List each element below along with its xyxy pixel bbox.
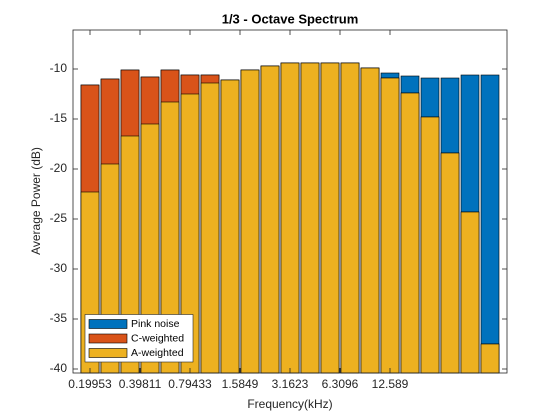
x-tick-label: 0.19953 <box>68 377 112 391</box>
bar <box>240 69 260 374</box>
bar <box>460 211 480 374</box>
x-tick-label: 12.589 <box>372 377 409 391</box>
legend-label: A-weighted <box>131 347 184 359</box>
plot-area: -40 -35 -30 -25 -20 -15 -10 0.19953 0.39811 0.794… <box>50 29 508 391</box>
y-tick-label: -30 <box>50 261 68 275</box>
y-tick-label: -10 <box>50 61 68 75</box>
bar <box>300 62 320 374</box>
bar <box>400 92 420 374</box>
legend-label: Pink noise <box>131 318 180 330</box>
bar <box>420 116 440 374</box>
y-tick-label: -35 <box>50 311 68 325</box>
bar <box>220 79 240 374</box>
x-tick-label: 1.5849 <box>222 377 259 391</box>
legend-swatch <box>88 319 128 329</box>
bar <box>280 62 300 374</box>
legend: Pink noise C-weighted A-weighted <box>84 314 194 363</box>
legend-swatch <box>88 348 128 358</box>
bar <box>340 62 360 374</box>
bar <box>200 82 220 374</box>
bar <box>380 77 400 374</box>
x-tick-label: 0.39811 <box>119 377 162 391</box>
legend-swatch <box>88 333 128 344</box>
x-tick-label: 0.79433 <box>168 377 212 391</box>
y-tick-label: -20 <box>50 161 68 175</box>
x-axis-label: Frequency(kHz) <box>247 397 332 411</box>
bar <box>320 62 340 374</box>
y-axis-label: Average Power (dB) <box>29 147 43 255</box>
y-tick-label: -25 <box>50 211 68 225</box>
bar <box>480 343 500 374</box>
y-tick-label: -40 <box>50 361 68 375</box>
x-tick-label: 6.3096 <box>322 377 359 391</box>
x-tick-label: 3.1623 <box>272 377 309 391</box>
chart-title: 1/3 - Octave Spectrum <box>222 11 359 26</box>
y-tick-label: -15 <box>50 111 68 125</box>
bar <box>260 65 280 374</box>
legend-label: C-weighted <box>131 332 184 344</box>
bar <box>480 74 500 374</box>
bar <box>440 152 460 374</box>
bar <box>360 67 380 374</box>
